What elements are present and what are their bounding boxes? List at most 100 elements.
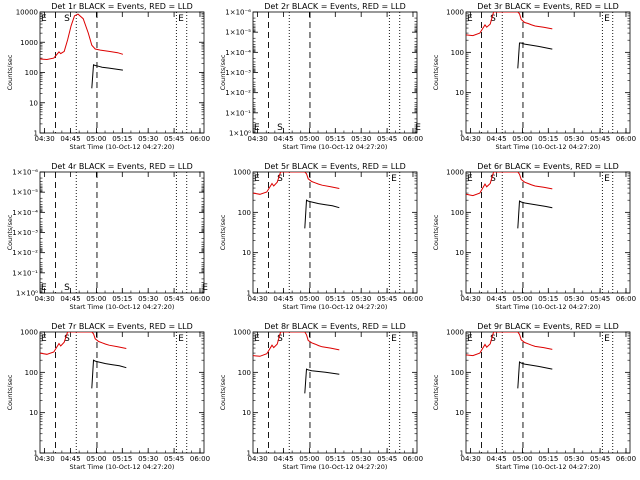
x-tick-label: 05:45 <box>590 295 610 303</box>
panel-det-9: Det 9r BLACK = Events, RED = LLD 1 10 100 10… <box>432 322 636 471</box>
y-tick-label: 1 <box>247 450 251 458</box>
x-tick-label: 05:45 <box>164 295 184 303</box>
y-tick-label: 1000 <box>446 169 464 177</box>
y-tick-label: 1×10⁻⁵ <box>225 29 251 37</box>
events-series-line <box>304 199 340 229</box>
panel-det-5: Det 5r BLACK = Events, RED = LLD 1 10 100 10… <box>219 162 423 311</box>
x-tick-label: 05:30 <box>351 295 371 303</box>
x-tick-label: 04:30 <box>35 455 55 463</box>
x-tick-label: 04:30 <box>35 295 55 303</box>
x-tick-label: 05:15 <box>325 455 345 463</box>
plot-frame <box>465 171 631 294</box>
x-axis-label: Start Time (10-Oct-12 04:27:20) <box>283 143 388 151</box>
marker-S: S <box>64 334 70 344</box>
y-tick-label: 100 <box>25 369 38 377</box>
plot-frame <box>465 331 631 454</box>
marker-E-left: E <box>41 14 47 24</box>
plot-frame <box>39 171 205 294</box>
plot-frame <box>465 11 631 134</box>
x-tick-label: 05:45 <box>164 455 184 463</box>
events-series-line <box>91 359 127 389</box>
marker-E-left: E <box>41 283 47 293</box>
x-axis-label: Start Time (10-Oct-12 04:27:20) <box>283 303 388 311</box>
y-tick-label: 1000 <box>446 9 464 17</box>
marker-E-left: E <box>254 334 260 344</box>
events-series-line <box>517 42 553 69</box>
x-tick-label: 05:45 <box>590 135 610 143</box>
y-tick-label: 1×10⁻¹ <box>225 109 251 117</box>
lld-series-line <box>40 13 124 61</box>
x-tick-label: 05:15 <box>538 295 558 303</box>
y-tick-label: 1 <box>34 450 38 458</box>
marker-E-right: E <box>415 123 421 133</box>
x-axis-label: Start Time (10-Oct-12 04:27:20) <box>70 463 175 471</box>
y-axis-label: Counts/sec <box>219 214 227 250</box>
x-tick-label: 04:30 <box>461 135 481 143</box>
marker-E-left: E <box>41 334 47 344</box>
y-axis-label: Counts/sec <box>6 54 14 90</box>
x-axis-label: Start Time (10-Oct-12 04:27:20) <box>496 463 601 471</box>
panel-det-2: Det 2r BLACK = Events, RED = LLD 1×10⁰ 1×1… <box>219 2 423 151</box>
marker-E-right: E <box>178 14 184 24</box>
marker-S: S <box>490 334 496 344</box>
x-tick-label: 06:00 <box>190 295 210 303</box>
x-tick-label: 05:15 <box>325 135 345 143</box>
panel-title: Det 1r BLACK = Events, RED = LLD <box>51 2 193 11</box>
y-axis-label: Counts/sec <box>432 374 440 410</box>
y-tick-label: 10 <box>29 409 38 417</box>
x-tick-label: 05:30 <box>351 455 371 463</box>
y-tick-label: 1×10⁻⁶ <box>12 169 38 177</box>
x-tick-label: 05:15 <box>112 455 132 463</box>
plot-frame <box>252 11 418 134</box>
x-tick-label: 06:00 <box>616 455 636 463</box>
x-tick-label: 05:30 <box>351 135 371 143</box>
x-tick-label: 05:30 <box>564 295 584 303</box>
x-tick-label: 05:45 <box>590 455 610 463</box>
panel-det-7: Det 7r BLACK = Events, RED = LLD 1 10 100 10… <box>6 322 210 471</box>
marker-E-right: E <box>604 174 610 184</box>
x-tick-label: 04:45 <box>486 135 506 143</box>
x-axis-label: Start Time (10-Oct-12 04:27:20) <box>70 143 175 151</box>
x-tick-label: 05:45 <box>164 135 184 143</box>
marker-E-left: E <box>467 334 473 344</box>
x-tick-label: 05:15 <box>112 295 132 303</box>
x-tick-label: 05:00 <box>299 455 319 463</box>
x-tick-label: 05:30 <box>138 135 158 143</box>
panel-title: Det 9r BLACK = Events, RED = LLD <box>477 322 619 331</box>
x-tick-label: 05:30 <box>138 455 158 463</box>
x-axis-label: Start Time (10-Oct-12 04:27:20) <box>283 463 388 471</box>
y-tick-label: 1×10⁻⁴ <box>225 49 251 57</box>
y-axis-label: Counts/sec <box>432 214 440 250</box>
marker-E-right: E <box>391 334 397 344</box>
x-tick-label: 04:45 <box>273 135 293 143</box>
lld-series-line <box>40 332 127 355</box>
y-tick-label: 10 <box>242 409 251 417</box>
x-axis-label: Start Time (10-Oct-12 04:27:20) <box>496 303 601 311</box>
panel-det-6: Det 6r BLACK = Events, RED = LLD 1 10 100 10… <box>432 162 636 311</box>
x-tick-label: 05:00 <box>86 455 106 463</box>
y-tick-label: 10 <box>455 409 464 417</box>
lld-series-line <box>466 172 553 197</box>
marker-E-right: E <box>202 283 208 293</box>
marker-S: S <box>490 14 496 24</box>
x-tick-label: 04:45 <box>60 135 80 143</box>
x-tick-label: 05:00 <box>512 295 532 303</box>
y-tick-label: 10000 <box>16 9 38 17</box>
panel-title: Det 7r BLACK = Events, RED = LLD <box>51 322 193 331</box>
marker-E-right: E <box>391 174 397 184</box>
x-tick-label: 05:15 <box>538 135 558 143</box>
y-axis-label: Counts/sec <box>432 54 440 90</box>
panel-det-3: Det 3r BLACK = Events, RED = LLD 1 10 100 10… <box>432 2 636 151</box>
marker-S: S <box>64 283 70 293</box>
y-tick-label: 100 <box>451 369 464 377</box>
x-tick-label: 05:30 <box>564 135 584 143</box>
marker-E-left: E <box>254 123 260 133</box>
y-tick-label: 1×10⁻⁴ <box>12 209 38 217</box>
x-tick-label: 05:30 <box>564 455 584 463</box>
x-tick-label: 05:45 <box>377 295 397 303</box>
x-tick-label: 06:00 <box>616 135 636 143</box>
marker-E-left: E <box>467 14 473 24</box>
events-series-line <box>304 368 340 394</box>
y-tick-label: 1 <box>247 290 251 298</box>
